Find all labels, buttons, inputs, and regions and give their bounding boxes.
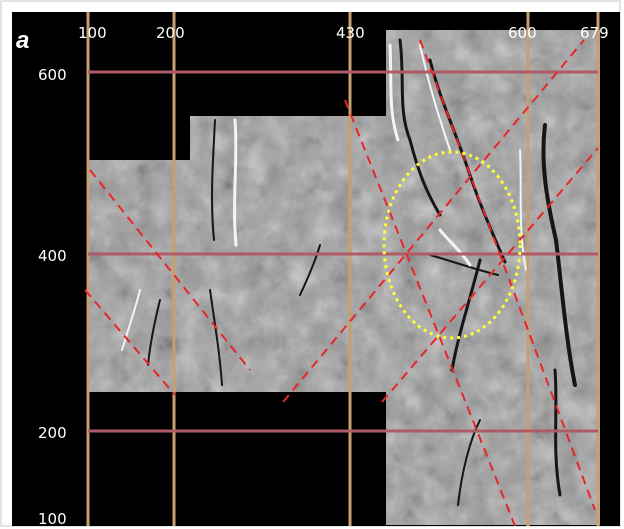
dashed-line (89, 169, 251, 371)
x-tick-label: 600 (508, 24, 537, 42)
y-tick-label: 200 (38, 424, 67, 442)
dashed-line (84, 289, 176, 396)
horizontal-grid-lines (88, 70, 598, 433)
x-tick-label: 430 (336, 24, 365, 42)
dashed-line (344, 99, 516, 527)
dashed-line (419, 39, 596, 511)
x-tick-label: 200 (156, 24, 185, 42)
x-tick-label: 679 (580, 24, 609, 42)
vertical-grid-lines (86, 12, 600, 526)
y-tick-label: 100 (38, 510, 67, 528)
y-tick-label: 600 (38, 66, 67, 84)
x-tick-label: 100 (78, 24, 107, 42)
panel-label: a (16, 27, 29, 54)
highlight-ellipse (382, 150, 522, 340)
red-dashed-lines (84, 39, 599, 527)
dashed-line (282, 39, 585, 403)
dashed-line (381, 147, 599, 403)
bright-ridges (121, 43, 527, 351)
y-tick-label: 400 (38, 247, 67, 265)
